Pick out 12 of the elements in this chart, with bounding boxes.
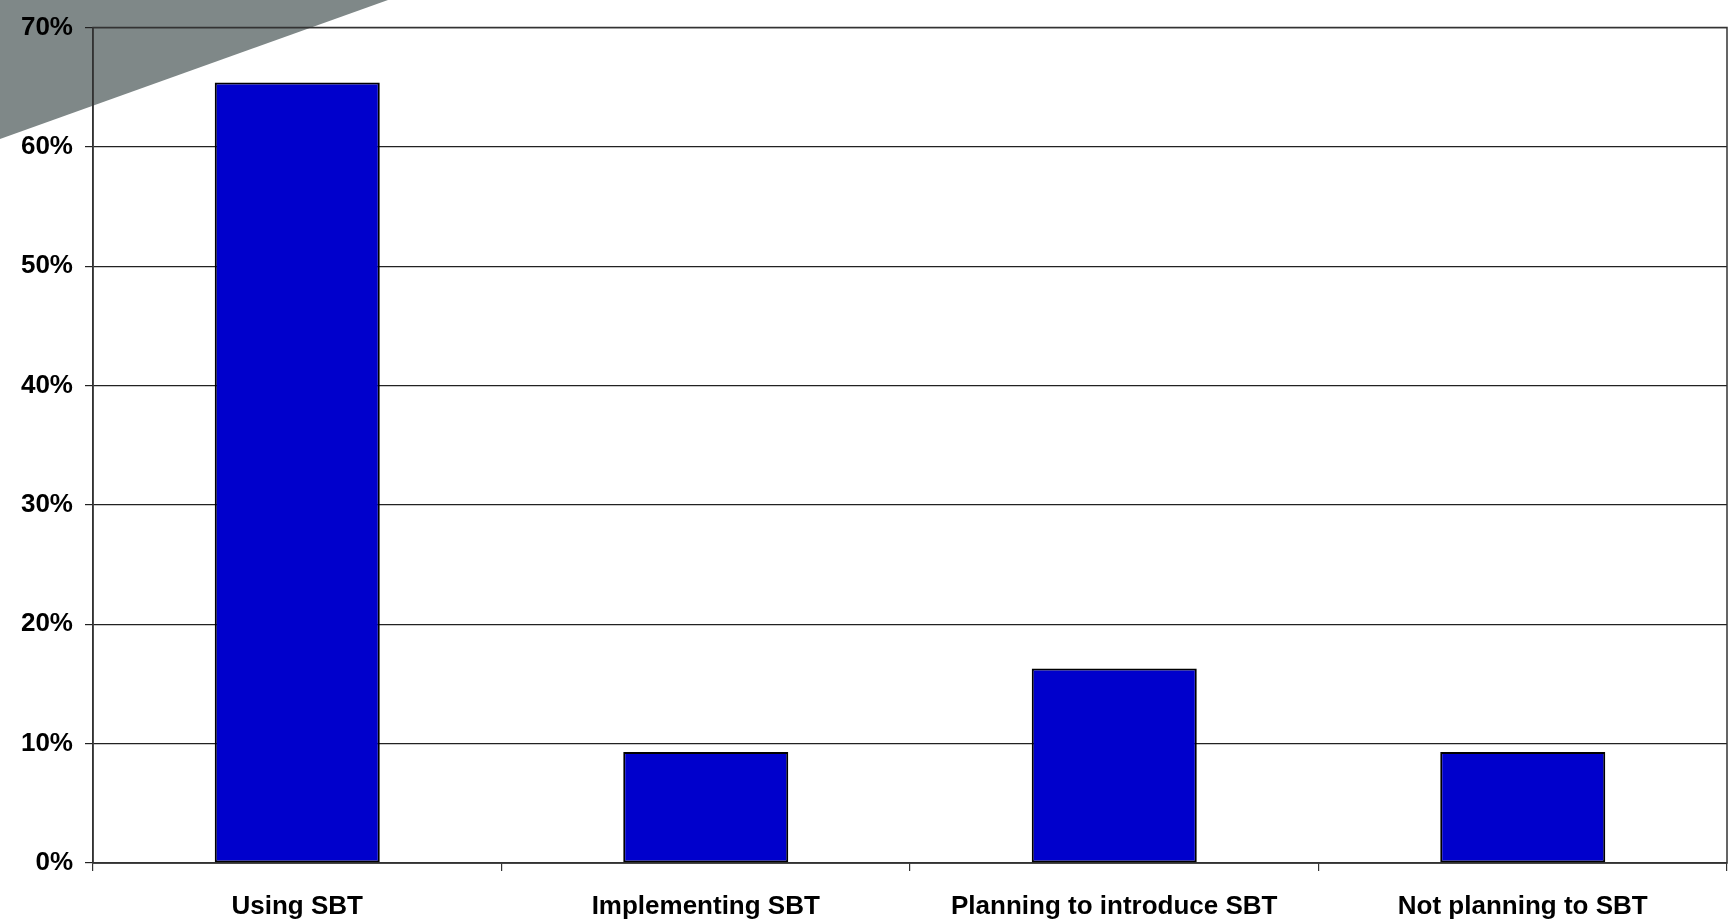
y-tick-label: 50% xyxy=(20,249,73,280)
y-tick-label: 60% xyxy=(20,130,73,161)
x-tick-label: Not planning to SBT xyxy=(1397,889,1648,920)
y-tick-label: 70% xyxy=(20,10,73,41)
y-tick-label: 40% xyxy=(20,368,73,399)
x-tick-label: Planning to introduce SBT xyxy=(951,889,1278,920)
y-tick-label: 30% xyxy=(20,488,73,519)
y-tick-label: 10% xyxy=(20,726,73,757)
x-tick-label: Implementing SBT xyxy=(591,889,820,920)
y-tick-label: 20% xyxy=(20,607,73,638)
y-tick-label: 0% xyxy=(35,846,73,877)
x-tick-label: Using SBT xyxy=(231,889,364,920)
